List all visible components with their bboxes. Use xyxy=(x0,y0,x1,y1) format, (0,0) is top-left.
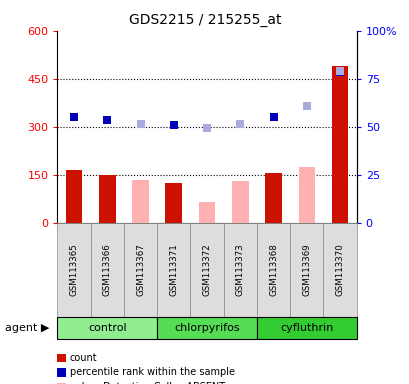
Point xyxy=(236,121,243,127)
Bar xyxy=(298,167,315,223)
Text: GSM113367: GSM113367 xyxy=(136,243,145,296)
Text: GSM113372: GSM113372 xyxy=(202,243,211,296)
Bar xyxy=(265,173,281,223)
Text: control: control xyxy=(88,323,126,333)
Text: GDS2215 / 215255_at: GDS2215 / 215255_at xyxy=(128,13,281,27)
Bar xyxy=(65,170,82,223)
Point xyxy=(71,114,77,120)
Text: GSM113365: GSM113365 xyxy=(70,243,79,296)
Point xyxy=(303,103,309,109)
Text: GSM113368: GSM113368 xyxy=(268,243,277,296)
Text: GSM113366: GSM113366 xyxy=(103,243,112,296)
Bar xyxy=(90,31,124,223)
Point xyxy=(104,117,110,123)
Bar xyxy=(223,31,256,223)
Text: cyfluthrin: cyfluthrin xyxy=(279,323,333,333)
Text: GSM113373: GSM113373 xyxy=(235,243,244,296)
Text: count: count xyxy=(70,353,97,363)
Point xyxy=(170,122,177,128)
Bar xyxy=(190,31,223,223)
Bar xyxy=(132,180,148,223)
Point xyxy=(137,121,144,127)
Bar xyxy=(57,31,90,223)
Bar xyxy=(157,31,190,223)
Point xyxy=(270,114,276,120)
Bar xyxy=(99,175,115,223)
Point xyxy=(336,69,342,75)
Text: GSM113369: GSM113369 xyxy=(301,243,310,296)
Text: value, Detection Call = ABSENT: value, Detection Call = ABSENT xyxy=(70,382,224,384)
Text: percentile rank within the sample: percentile rank within the sample xyxy=(70,367,234,377)
Bar xyxy=(198,202,215,223)
Point xyxy=(203,125,210,131)
Text: GSM113371: GSM113371 xyxy=(169,243,178,296)
Bar xyxy=(256,31,290,223)
Bar xyxy=(124,31,157,223)
Text: chlorpyrifos: chlorpyrifos xyxy=(174,323,239,333)
Bar xyxy=(231,181,248,223)
Text: agent ▶: agent ▶ xyxy=(5,323,49,333)
Text: GSM113370: GSM113370 xyxy=(335,243,344,296)
Bar xyxy=(331,66,348,223)
Bar xyxy=(165,183,182,223)
Bar xyxy=(323,31,356,223)
Point xyxy=(336,68,342,74)
Bar xyxy=(290,31,323,223)
